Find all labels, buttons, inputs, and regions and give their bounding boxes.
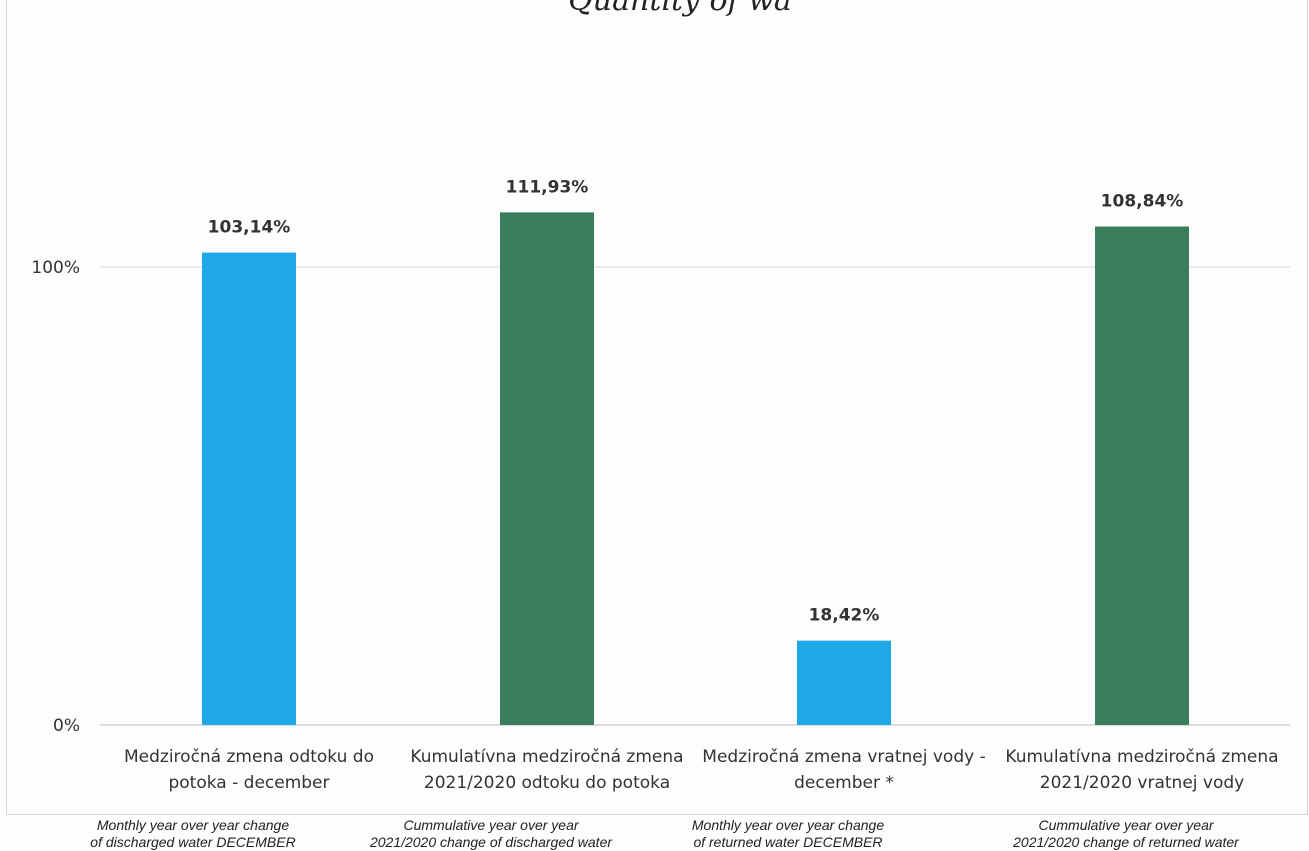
bar: [797, 640, 891, 725]
data-label: 111,93%: [506, 177, 589, 197]
english-label: Cummulative year over year: [403, 817, 579, 833]
category-label: 2021/2020 odtoku do potoka: [424, 773, 670, 793]
bar: [202, 252, 296, 725]
english-label: of discharged water DECEMBER: [90, 834, 295, 850]
data-labels: 103,14% 111,93% 18,42% 108,84%: [208, 177, 1184, 625]
category-label: 2021/2020 vratnej vody: [1040, 773, 1244, 793]
gridlines: [100, 266, 1290, 726]
english-label: Cummulative year over year: [1038, 817, 1214, 833]
category-label: december *: [794, 773, 894, 793]
bars: [202, 212, 1189, 725]
english-label: 2021/2020 change of discharged water: [369, 834, 613, 850]
data-label: 18,42%: [809, 606, 880, 626]
english-label: Monthly year over year change: [97, 817, 289, 833]
english-label: of returned water DECEMBER: [693, 834, 882, 850]
category-label: Kumulatívna medziročná zmena: [410, 747, 683, 767]
english-label: Monthly year over year change: [692, 817, 884, 833]
category-labels: Medziročná zmena odtoku do potoka - decem…: [124, 747, 1279, 793]
chart-frame: [6, 0, 1308, 815]
chart-title: Quantity of wa: [568, 0, 792, 18]
y-axis-ticks: 0% 100%: [31, 258, 80, 736]
bar: [500, 212, 594, 725]
english-label: 2021/2020 change of returned water: [1012, 834, 1240, 850]
category-label: Medziročná zmena vratnej vody -: [702, 747, 985, 767]
category-label: Medziročná zmena odtoku do: [124, 747, 374, 767]
y-tick-label: 100%: [31, 258, 80, 278]
category-label: potoka - december: [168, 773, 329, 793]
y-tick-label: 0%: [53, 716, 80, 736]
data-label: 108,84%: [1101, 192, 1184, 212]
bar: [1095, 226, 1189, 725]
category-label: Kumulatívna medziročná zmena: [1005, 747, 1278, 767]
data-label: 103,14%: [208, 218, 291, 238]
